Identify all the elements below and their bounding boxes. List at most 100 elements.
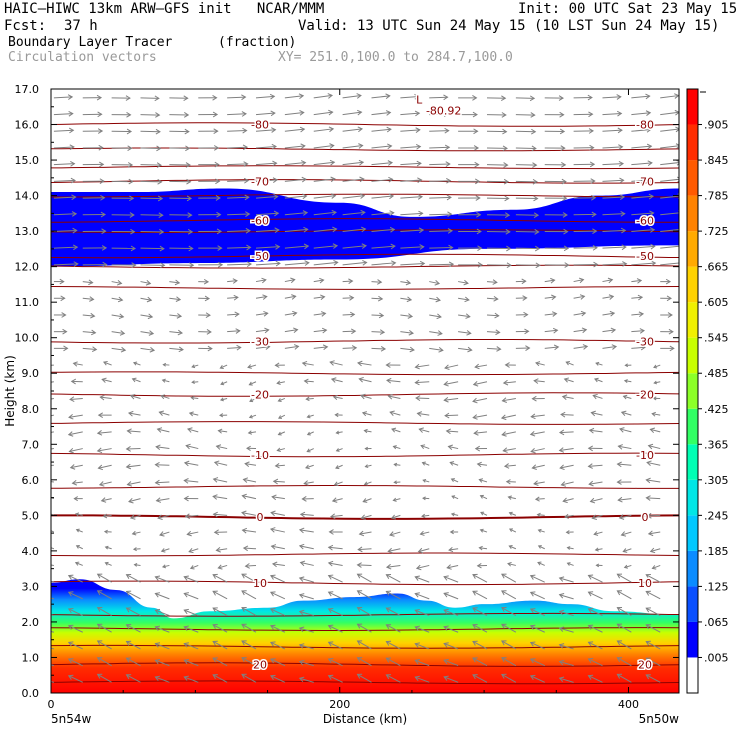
vector-arrow <box>616 461 632 468</box>
vector-shaft <box>563 498 574 502</box>
vector-head <box>378 312 385 319</box>
vector-arrow <box>645 657 661 667</box>
vector-shaft <box>299 677 314 683</box>
vector-arrow <box>616 623 632 633</box>
vector-head <box>443 608 449 615</box>
vector-arrow <box>559 464 574 471</box>
vector-shaft <box>617 607 632 616</box>
vector-arrow <box>474 445 487 452</box>
vector-shaft <box>105 546 112 550</box>
vector-head <box>186 530 192 537</box>
vector-head <box>476 211 482 218</box>
vector-head <box>392 497 397 502</box>
vector-head <box>327 658 334 664</box>
vector-head <box>89 296 95 302</box>
vector-shaft <box>538 545 545 550</box>
vector-head <box>305 464 310 470</box>
vector-head <box>327 607 334 614</box>
vector-shaft <box>331 378 343 383</box>
vector-arrow <box>82 195 106 201</box>
vector-head <box>330 193 337 199</box>
vector-head <box>645 590 651 596</box>
vector-shaft <box>313 94 333 99</box>
vector-arrow <box>385 624 401 633</box>
contour-line <box>51 165 679 170</box>
vector-arrow <box>198 245 223 251</box>
vector-head <box>647 160 653 167</box>
vector-head <box>444 144 451 151</box>
vector-shaft <box>530 642 545 650</box>
vector-arrow <box>449 461 459 466</box>
vector-shaft <box>328 562 343 566</box>
vector-head <box>534 229 540 235</box>
vector-arrow <box>212 640 228 650</box>
vector-shaft <box>501 657 517 667</box>
vector-shaft <box>371 281 382 283</box>
vector-shaft <box>631 195 654 199</box>
vector-arrow <box>602 277 614 284</box>
vector-arrow <box>631 210 655 217</box>
vector-head <box>558 447 565 453</box>
vector-arrow <box>255 127 277 133</box>
vector-arrow <box>544 195 568 202</box>
vector-arrow <box>565 361 574 366</box>
vector-head <box>620 227 627 234</box>
vector-head <box>501 112 507 118</box>
vector-arrow <box>154 608 170 617</box>
vector-arrow <box>284 243 310 250</box>
vector-head <box>447 444 453 450</box>
vector-shaft <box>415 659 430 667</box>
vector-shaft <box>502 431 516 436</box>
vector-shaft <box>313 312 326 316</box>
vector-shaft <box>342 280 353 283</box>
contour-line <box>51 264 679 269</box>
vector-head <box>301 176 307 183</box>
vector-shaft <box>588 625 603 633</box>
vector-head <box>71 211 78 217</box>
vector-head <box>68 447 74 454</box>
vector-head <box>248 414 253 419</box>
vector-shaft <box>371 347 386 350</box>
vector-shaft <box>272 563 285 566</box>
vector-arrow <box>104 561 112 566</box>
vector-head <box>212 674 218 680</box>
vector-head <box>321 327 328 334</box>
vector-head <box>75 528 80 533</box>
vector-arrow <box>530 447 545 454</box>
vector-head <box>40 677 45 682</box>
vector-arrow <box>653 380 661 385</box>
vector-shaft <box>313 178 335 182</box>
vector-head <box>213 145 220 151</box>
vector-head <box>492 279 498 285</box>
vector-arrow <box>529 624 545 633</box>
vector-head <box>241 657 247 663</box>
vector-head <box>558 659 565 666</box>
vector-arrow <box>183 478 199 484</box>
vector-shaft <box>155 609 170 617</box>
vector-head <box>269 527 276 533</box>
vector-shaft <box>479 479 488 483</box>
vector-shaft <box>534 380 545 383</box>
vector-shaft <box>530 431 545 435</box>
vector-arrow <box>298 576 314 583</box>
vector-shaft <box>631 229 655 232</box>
vector-head <box>558 95 565 101</box>
vector-shaft <box>82 347 97 350</box>
contour-label: -20 <box>251 389 269 402</box>
vector-head <box>125 607 132 613</box>
vector-head <box>154 95 160 102</box>
vector-head <box>96 606 103 612</box>
vector-head <box>363 481 369 486</box>
vector-arrow <box>111 313 125 320</box>
vector-arrow <box>140 95 160 102</box>
vector-head <box>242 144 249 151</box>
vector-head <box>418 210 424 217</box>
vector-shaft <box>155 676 170 683</box>
vector-shaft <box>509 545 517 550</box>
vector-head <box>472 397 478 404</box>
contour-label: 0 <box>642 511 649 524</box>
vector-head <box>270 110 276 117</box>
colorbar-label: .185 <box>704 545 729 558</box>
vector-head <box>158 212 164 219</box>
vector-head <box>649 227 656 233</box>
